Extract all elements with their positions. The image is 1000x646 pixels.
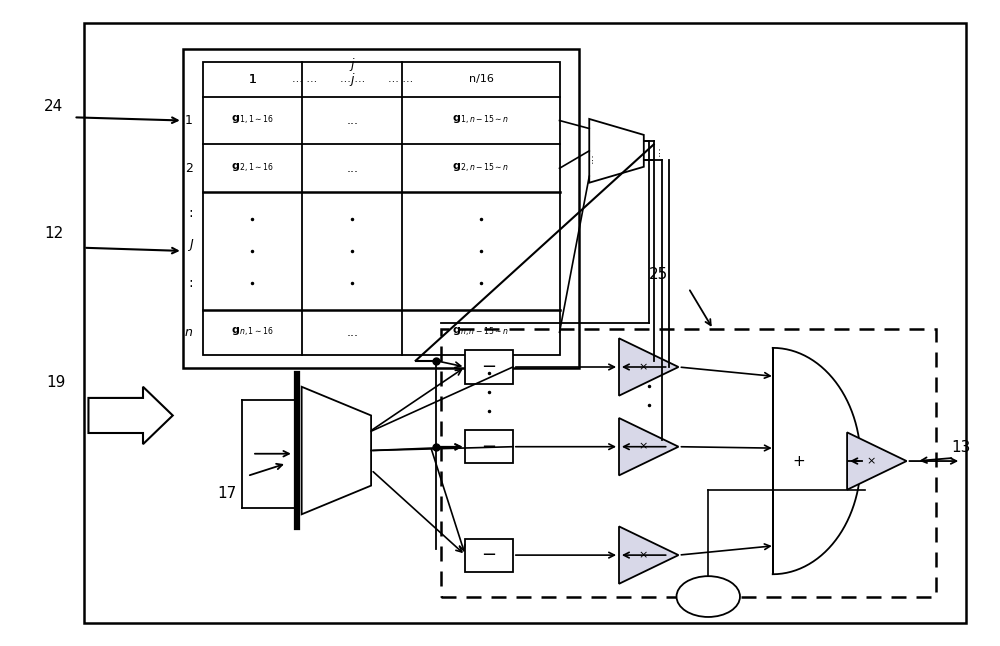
FancyBboxPatch shape xyxy=(202,61,560,355)
Text: 12: 12 xyxy=(44,226,63,242)
Text: 2: 2 xyxy=(185,162,193,175)
Text: ...: ... xyxy=(346,114,358,127)
Polygon shape xyxy=(619,339,678,396)
FancyArrow shape xyxy=(88,387,173,444)
Text: ... ...: ... ... xyxy=(292,74,317,84)
Text: +: + xyxy=(793,453,805,468)
Text: 25: 25 xyxy=(649,267,668,282)
Text: −: − xyxy=(482,546,497,564)
Text: ...: ... xyxy=(346,162,358,175)
Text: 1: 1 xyxy=(185,114,193,127)
Polygon shape xyxy=(302,387,371,514)
FancyBboxPatch shape xyxy=(465,350,513,384)
Text: −: − xyxy=(482,358,497,376)
FancyBboxPatch shape xyxy=(465,430,513,463)
Text: 1: 1 xyxy=(249,72,256,85)
Text: $\mathbf{g}_{1,1\sim16}$: $\mathbf{g}_{1,1\sim16}$ xyxy=(231,114,274,127)
Text: ×: × xyxy=(866,456,876,466)
Text: $\mathbf{g}_{2,n-15\sim n}$: $\mathbf{g}_{2,n-15\sim n}$ xyxy=(452,162,510,175)
FancyBboxPatch shape xyxy=(465,539,513,572)
Polygon shape xyxy=(847,432,907,490)
Text: n: n xyxy=(185,326,193,339)
FancyBboxPatch shape xyxy=(84,23,966,623)
Text: 17: 17 xyxy=(217,486,237,501)
Text: $\mathbf{g}_{n,1\sim16}$: $\mathbf{g}_{n,1\sim16}$ xyxy=(231,326,274,339)
Circle shape xyxy=(677,576,740,617)
Polygon shape xyxy=(619,418,678,475)
Text: n/16: n/16 xyxy=(469,74,493,84)
Text: −: − xyxy=(482,438,497,455)
Text: ... ...: ... ... xyxy=(340,74,365,84)
FancyBboxPatch shape xyxy=(183,49,579,368)
Polygon shape xyxy=(619,526,678,584)
Text: 13: 13 xyxy=(951,440,971,455)
Text: ×: × xyxy=(638,442,647,452)
Text: 1: 1 xyxy=(249,72,256,85)
Text: $\mathbf{g}_{n,n-15\sim n}$: $\mathbf{g}_{n,n-15\sim n}$ xyxy=(452,326,510,339)
Polygon shape xyxy=(589,119,644,183)
Text: ×: × xyxy=(638,550,647,560)
Text: ...: ... xyxy=(584,152,594,163)
Text: ...: ... xyxy=(346,326,358,339)
Text: :: : xyxy=(188,205,193,220)
Text: 24: 24 xyxy=(44,99,63,114)
Text: j: j xyxy=(351,58,354,72)
Text: $\mathbf{g}_{2,1\sim16}$: $\mathbf{g}_{2,1\sim16}$ xyxy=(231,162,274,175)
Text: j: j xyxy=(351,72,354,85)
Text: :: : xyxy=(188,276,193,290)
Text: 19: 19 xyxy=(46,375,65,390)
Text: $\mathbf{g}_{1,n-15\sim n}$: $\mathbf{g}_{1,n-15\sim n}$ xyxy=(452,114,510,127)
Text: ... ...: ... ... xyxy=(388,74,413,84)
Text: ×: × xyxy=(638,362,647,372)
Text: g: g xyxy=(704,590,713,603)
Text: ...: ... xyxy=(652,145,662,156)
Text: J: J xyxy=(189,238,193,251)
